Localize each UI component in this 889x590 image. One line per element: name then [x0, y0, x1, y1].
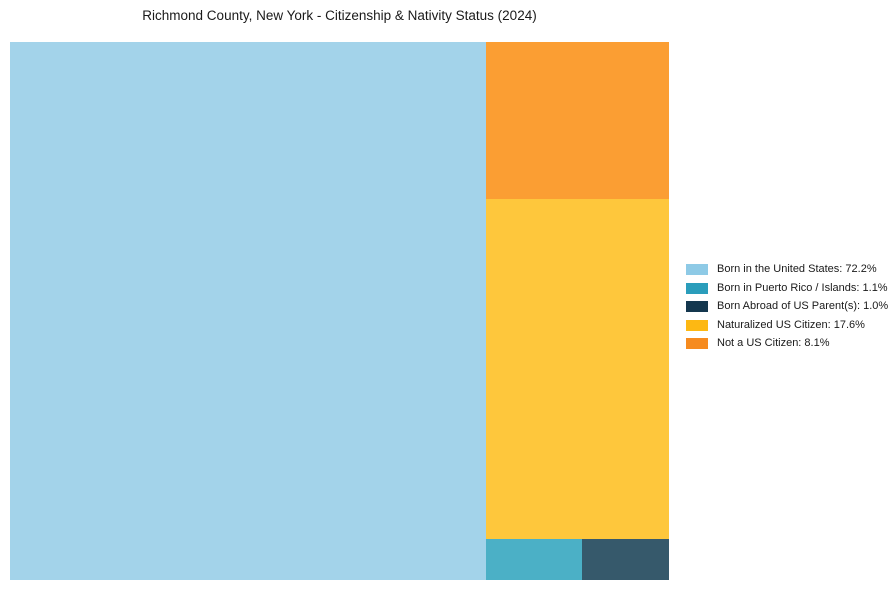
treemap-rect-born-abroad-of-us-parent-s [581, 539, 669, 580]
legend-item-born-in-puerto-rico-islands: Born in Puerto Rico / Islands: 1.1% [686, 281, 888, 294]
legend-swatch-icon [686, 301, 708, 312]
legend-swatch-icon [686, 264, 708, 275]
legend-item-born-abroad-of-us-parent-s: Born Abroad of US Parent(s): 1.0% [686, 301, 888, 312]
legend-item-naturalized-us-citizen: Naturalized US Citizen: 17.6% [686, 318, 888, 331]
legend-label: Born in the United States: 72.2% [717, 263, 877, 275]
legend-item-born-in-the-united-states: Born in the United States: 72.2% [686, 264, 888, 275]
legend: Born in the United States: 72.2% Born in … [686, 264, 888, 357]
legend-label: Born in Puerto Rico / Islands: 1.1% [717, 281, 888, 294]
treemap-rect-born-in-puerto-rico-islands [485, 539, 582, 580]
treemap-plot [10, 42, 669, 580]
chart-title: Richmond County, New York - Citizenship … [142, 8, 537, 23]
treemap-rect-naturalized-us-citizen [485, 198, 669, 540]
legend-item-not-a-us-citizen: Not a US Citizen: 8.1% [686, 338, 888, 349]
treemap-rect-born-in-the-united-states [10, 42, 486, 580]
legend-swatch-icon [686, 319, 708, 331]
treemap-rect-not-a-us-citizen [485, 42, 669, 199]
legend-label: Not a US Citizen: 8.1% [717, 337, 830, 349]
legend-swatch-icon [686, 282, 708, 294]
legend-label: Born Abroad of US Parent(s): 1.0% [717, 300, 889, 312]
legend-label: Naturalized US Citizen: 17.6% [717, 318, 865, 331]
legend-swatch-icon [686, 338, 708, 349]
